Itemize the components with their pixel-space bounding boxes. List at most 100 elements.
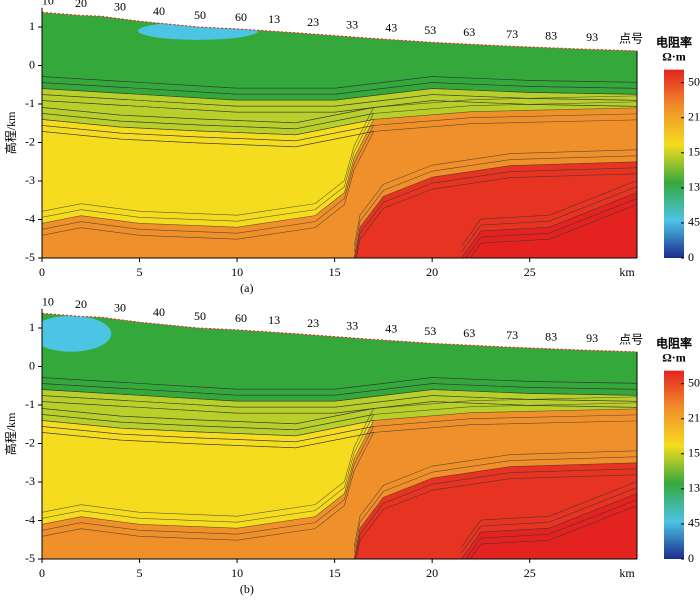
y-tick-label: 1 bbox=[29, 320, 35, 334]
colorbar-tick-label: 45 bbox=[688, 516, 700, 530]
caption: (a) bbox=[240, 281, 253, 295]
contour-line bbox=[353, 462, 637, 559]
station-label: 93 bbox=[586, 331, 598, 345]
x-tick-label: 25 bbox=[524, 566, 536, 580]
field-orange-left bbox=[42, 232, 102, 253]
station-label: 30 bbox=[114, 300, 126, 314]
station-label: 43 bbox=[385, 20, 397, 34]
field bbox=[42, 313, 637, 559]
x-tick-label: 25 bbox=[524, 265, 536, 279]
colorbar-title: 电阻率 bbox=[656, 335, 692, 350]
station-label: 10 bbox=[42, 0, 54, 8]
contour-line bbox=[353, 161, 637, 259]
field-orange-left bbox=[42, 533, 102, 554]
contour-line bbox=[42, 112, 375, 222]
station-label: 20 bbox=[75, 297, 87, 311]
colorbar-tick-label: 130 bbox=[688, 180, 700, 194]
station-label: 83 bbox=[545, 330, 557, 344]
y-axis-label: 高程/km bbox=[3, 111, 18, 154]
station-label: 33 bbox=[346, 319, 358, 333]
station-label: 60 bbox=[235, 311, 247, 325]
contour-line bbox=[461, 487, 637, 554]
station-label: 43 bbox=[385, 321, 397, 335]
contour-line bbox=[353, 468, 637, 559]
contour-line bbox=[461, 499, 637, 559]
surface-line bbox=[41, 312, 638, 353]
station-label: 10 bbox=[42, 295, 54, 309]
colorbar-unit: Ω·m bbox=[662, 49, 686, 63]
field-blue bbox=[42, 315, 112, 352]
y-tick-label: 1 bbox=[29, 19, 35, 33]
field-orange-mid bbox=[221, 240, 292, 259]
y-tick-label: -4 bbox=[25, 211, 35, 225]
y-tick-label: -1 bbox=[25, 397, 35, 411]
station-label: 23 bbox=[307, 15, 319, 29]
colorbar-tick-label: 0 bbox=[688, 250, 694, 264]
station-label: 83 bbox=[545, 29, 557, 43]
x-tick-label: 0 bbox=[39, 265, 45, 279]
station-label: 13 bbox=[268, 313, 280, 327]
station-label: 40 bbox=[153, 4, 165, 18]
contour-line bbox=[42, 106, 375, 216]
station-title: 点号 bbox=[619, 332, 643, 346]
colorbar bbox=[664, 370, 684, 559]
colorbar-unit: Ω·m bbox=[662, 350, 686, 364]
station-label: 50 bbox=[194, 309, 206, 323]
x-tick-label: 10 bbox=[231, 265, 243, 279]
contour-line bbox=[461, 204, 637, 259]
caption: (b) bbox=[240, 582, 254, 596]
y-tick-label: -3 bbox=[25, 173, 35, 187]
station-label: 63 bbox=[463, 326, 475, 340]
colorbar-title: 电阻率 bbox=[656, 34, 692, 49]
colorbar bbox=[664, 69, 684, 259]
contour-line bbox=[42, 419, 375, 529]
contour-line bbox=[461, 198, 637, 259]
x-tick-label: 5 bbox=[137, 566, 143, 580]
contour-line bbox=[461, 192, 637, 259]
contour-line bbox=[42, 124, 375, 234]
y-tick-label: -2 bbox=[25, 134, 35, 148]
colorbar-tick-label: 500 bbox=[688, 375, 700, 389]
y-tick-label: 0 bbox=[29, 358, 35, 372]
contour-line bbox=[42, 407, 375, 517]
colorbar-tick-label: 500 bbox=[688, 74, 700, 88]
contour-line bbox=[461, 493, 637, 559]
surface-line bbox=[41, 11, 638, 52]
contour-line bbox=[42, 118, 375, 228]
contour-line bbox=[42, 425, 375, 535]
contour-line bbox=[461, 481, 637, 548]
station-label: 33 bbox=[346, 18, 358, 32]
station-label: 13 bbox=[268, 12, 280, 26]
colorbar-tick-label: 0 bbox=[688, 551, 694, 565]
x-tick-label: 15 bbox=[329, 265, 341, 279]
field-blue bbox=[138, 21, 259, 40]
station-label: 23 bbox=[307, 316, 319, 330]
contour-line bbox=[353, 173, 637, 259]
contour-line bbox=[353, 450, 637, 548]
station-label: 30 bbox=[114, 0, 126, 13]
x-tick-label: 20 bbox=[426, 566, 438, 580]
contour-line bbox=[461, 186, 637, 253]
station-label: 73 bbox=[506, 27, 518, 41]
x-tick-label: 0 bbox=[39, 566, 45, 580]
contour-line bbox=[353, 167, 637, 259]
contour-line bbox=[461, 180, 637, 247]
x-tick-label: 10 bbox=[231, 566, 243, 580]
x-tick-label: 5 bbox=[137, 265, 143, 279]
field-green bbox=[42, 12, 637, 101]
colorbar-tick-label: 130 bbox=[688, 481, 700, 495]
x-tick-label: 15 bbox=[329, 566, 341, 580]
y-tick-label: -5 bbox=[25, 250, 35, 264]
station-label: 93 bbox=[586, 30, 598, 44]
colorbar-tick-label: 45 bbox=[688, 215, 700, 229]
station-label: 40 bbox=[153, 305, 165, 319]
x-axis-label: km bbox=[619, 265, 635, 279]
y-tick-label: -2 bbox=[25, 435, 35, 449]
station-label: 73 bbox=[506, 328, 518, 342]
y-tick-label: -4 bbox=[25, 512, 35, 526]
colorbar-tick-label: 158 bbox=[688, 145, 700, 159]
y-tick-label: -1 bbox=[25, 96, 35, 110]
